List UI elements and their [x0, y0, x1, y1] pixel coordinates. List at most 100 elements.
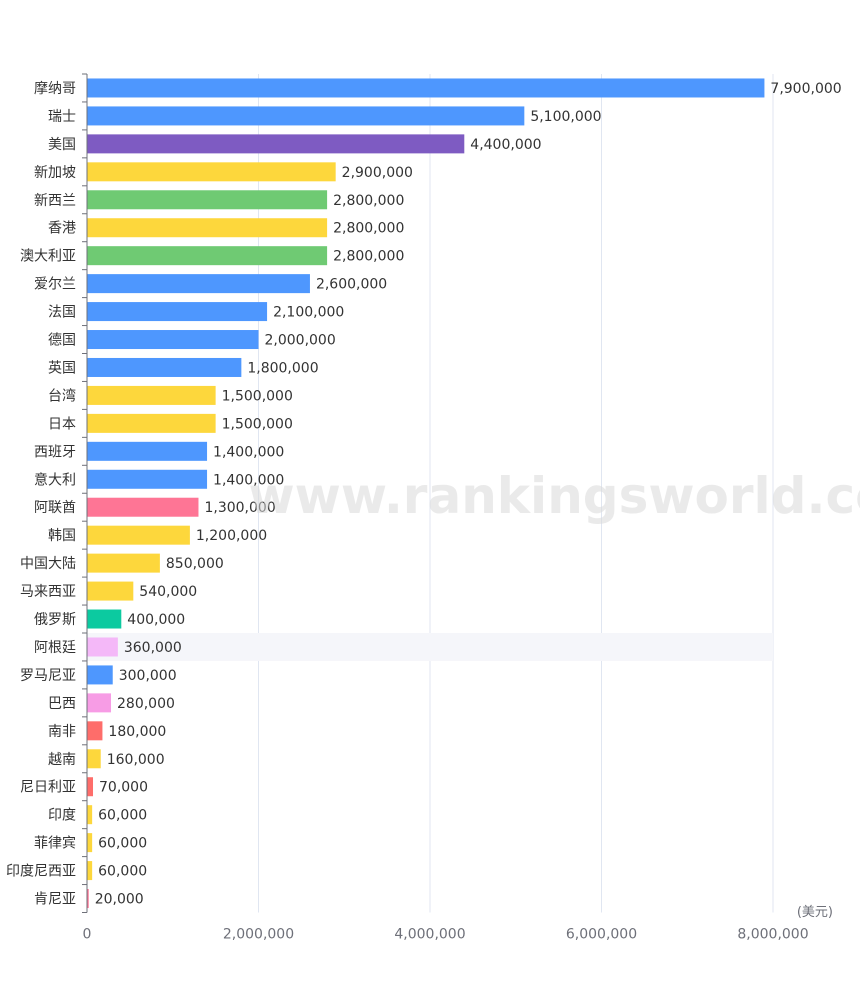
bars [87, 78, 765, 909]
value-label: 5,100,000 [530, 109, 601, 125]
value-label: 540,000 [139, 584, 197, 600]
value-label: 2,100,000 [273, 305, 344, 321]
bar [87, 833, 93, 853]
bar [87, 330, 259, 350]
bar [87, 134, 465, 154]
category-label: 巴西 [48, 696, 76, 712]
bar [87, 190, 328, 210]
bar [87, 889, 89, 909]
category-label: 新加坡 [34, 165, 76, 181]
x-axis-unit-label: (美元) [797, 905, 833, 920]
category-label: 尼日利亚 [20, 780, 76, 796]
category-label: 摩纳哥 [34, 80, 76, 97]
value-label: 4,400,000 [470, 137, 541, 153]
category-label: 法国 [48, 305, 76, 321]
x-tick-label: 4,000,000 [394, 927, 465, 943]
x-tick-label: 8,000,000 [737, 927, 808, 943]
axes [82, 73, 88, 913]
bar [87, 218, 328, 238]
bar [87, 106, 525, 126]
category-label: 美国 [48, 137, 76, 153]
category-label: 阿根廷 [34, 640, 76, 656]
category-label: 罗马尼亚 [20, 668, 76, 684]
value-label: 850,000 [166, 556, 224, 572]
highlighted-row-background [87, 633, 773, 661]
category-label: 德国 [48, 333, 76, 349]
value-label: 280,000 [117, 696, 175, 712]
category-label: 越南 [48, 752, 76, 768]
category-label: 菲律宾 [34, 836, 76, 852]
value-label: 2,800,000 [333, 249, 404, 265]
bar [87, 497, 199, 517]
category-label: 澳大利亚 [20, 249, 76, 265]
x-tick-label: 0 [83, 927, 92, 943]
category-label: 瑞士 [48, 109, 76, 125]
category-label: 英国 [48, 359, 76, 376]
bar [87, 78, 765, 98]
value-label: 2,900,000 [342, 165, 413, 181]
value-label: 20,000 [95, 892, 144, 908]
bar [87, 441, 208, 461]
value-label: 60,000 [98, 864, 147, 880]
bar [87, 665, 113, 685]
category-label: 印度 [48, 808, 76, 824]
value-label: 1,500,000 [222, 388, 293, 404]
watermark-text: www.rankingsworld.com [248, 467, 860, 525]
category-label: 阿联酋 [34, 499, 76, 516]
bar [87, 777, 94, 797]
value-label: 1,400,000 [213, 472, 284, 488]
bar [87, 721, 103, 741]
bar [87, 302, 268, 322]
bar [87, 637, 118, 657]
bar [87, 861, 93, 881]
bar [87, 581, 134, 601]
category-label: 台湾 [48, 387, 76, 404]
category-label: 韩国 [48, 528, 76, 544]
value-label: 1,400,000 [213, 444, 284, 460]
category-label: 俄罗斯 [34, 612, 76, 628]
bar [87, 162, 336, 182]
bar [87, 274, 310, 294]
value-label: 180,000 [108, 724, 166, 740]
value-label: 160,000 [107, 752, 165, 768]
value-label: 400,000 [127, 612, 185, 628]
bar [87, 246, 328, 266]
category-label: 西班牙 [34, 444, 76, 460]
value-label: 2,800,000 [333, 193, 404, 209]
bar [87, 609, 122, 629]
category-label: 日本 [48, 416, 76, 432]
category-label: 南非 [48, 724, 76, 740]
value-label: 2,000,000 [265, 333, 336, 349]
bar [87, 357, 242, 377]
bar [87, 525, 190, 545]
value-label: 1,200,000 [196, 528, 267, 544]
bar [87, 413, 216, 433]
value-label: 1,800,000 [247, 360, 318, 376]
x-tick-label: 2,000,000 [223, 927, 294, 943]
category-label: 新西兰 [34, 193, 76, 209]
category-label: 意大利 [34, 471, 76, 488]
category-label: 马来西亚 [20, 584, 76, 600]
value-label: 60,000 [98, 836, 147, 852]
grid-lines [258, 74, 774, 913]
category-label: 香港 [48, 221, 76, 237]
value-label: 2,600,000 [316, 277, 387, 293]
bar [87, 385, 216, 405]
value-label: 60,000 [98, 808, 147, 824]
labels: 摩纳哥 7,900,000 瑞士 5,100,000 美国 4,400,000 新加坡 2,9… [6, 80, 842, 943]
category-label: 爱尔兰 [34, 277, 76, 293]
value-label: 1,500,000 [222, 416, 293, 432]
value-label: 70,000 [99, 780, 148, 796]
x-tick-label: 6,000,000 [566, 927, 637, 943]
value-label: 7,900,000 [770, 81, 841, 97]
value-label: 1,300,000 [204, 500, 275, 516]
category-label: 印度尼西亚 [6, 864, 76, 880]
bar [87, 805, 93, 825]
bar [87, 749, 101, 769]
value-label: 360,000 [124, 640, 182, 656]
category-label: 中国大陆 [20, 556, 76, 572]
bar [87, 693, 112, 713]
value-label: 2,800,000 [333, 221, 404, 237]
bar [87, 553, 160, 573]
